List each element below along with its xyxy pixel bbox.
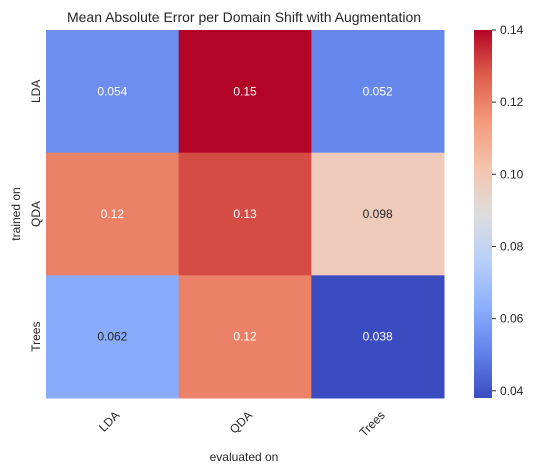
heatmap-cell: [46, 30, 180, 154]
colorbar-tick-label: 0.08: [500, 239, 524, 253]
heatmap-cell: [311, 30, 445, 154]
heatmap-cell: [46, 275, 180, 399]
y-axis-ticks: LDA QDA Trees: [29, 80, 43, 352]
colorbar-tick-label: 0.14: [500, 23, 524, 37]
y-tick-label: Trees: [29, 322, 43, 352]
heatmap-cell: [178, 152, 312, 276]
cell-value-label: 0.062: [97, 330, 127, 344]
colorbar-tick-label: 0.10: [500, 167, 524, 181]
x-tick-label: LDA: [96, 408, 122, 434]
y-tick-label: QDA: [29, 201, 43, 227]
heatmap-cell: [178, 30, 312, 154]
cell-value-label: 0.13: [233, 207, 257, 221]
cell-value-label: 0.12: [101, 207, 125, 221]
x-axis-ticks: LDA QDA Trees: [96, 408, 388, 439]
x-axis-label: evaluated on: [210, 450, 279, 464]
heatmap-cell: [178, 275, 312, 399]
x-tick-label: Trees: [357, 408, 388, 439]
colorbar-tick-label: 0.04: [500, 384, 524, 398]
chart-title: Mean Absolute Error per Domain Shift wit…: [67, 9, 421, 25]
cell-value-label: 0.052: [363, 84, 393, 98]
heatmap-cell: [311, 152, 445, 276]
cell-value-label: 0.15: [233, 84, 257, 98]
cell-value-label: 0.054: [97, 84, 127, 98]
colorbar: [474, 30, 492, 398]
heatmap-cell: [46, 152, 180, 276]
heatmap-cells: [46, 30, 445, 399]
heatmap-cell-labels: 0.054 0.15 0.052 0.12 0.13 0.098 0.062 0.12 0.03…: [97, 84, 393, 343]
x-tick-label: QDA: [227, 408, 255, 436]
colorbar-ticks: 0.04 0.06 0.08 0.10 0.12 0.14: [492, 23, 524, 398]
colorbar-tick-label: 0.12: [500, 95, 524, 109]
cell-value-label: 0.12: [233, 330, 257, 344]
cell-value-label: 0.038: [363, 330, 393, 344]
colorbar-tick-label: 0.06: [500, 312, 524, 326]
heatmap-cell: [311, 275, 445, 399]
cell-value-label: 0.098: [363, 207, 393, 221]
y-tick-label: LDA: [29, 80, 43, 103]
y-axis-label: trained on: [9, 187, 23, 240]
